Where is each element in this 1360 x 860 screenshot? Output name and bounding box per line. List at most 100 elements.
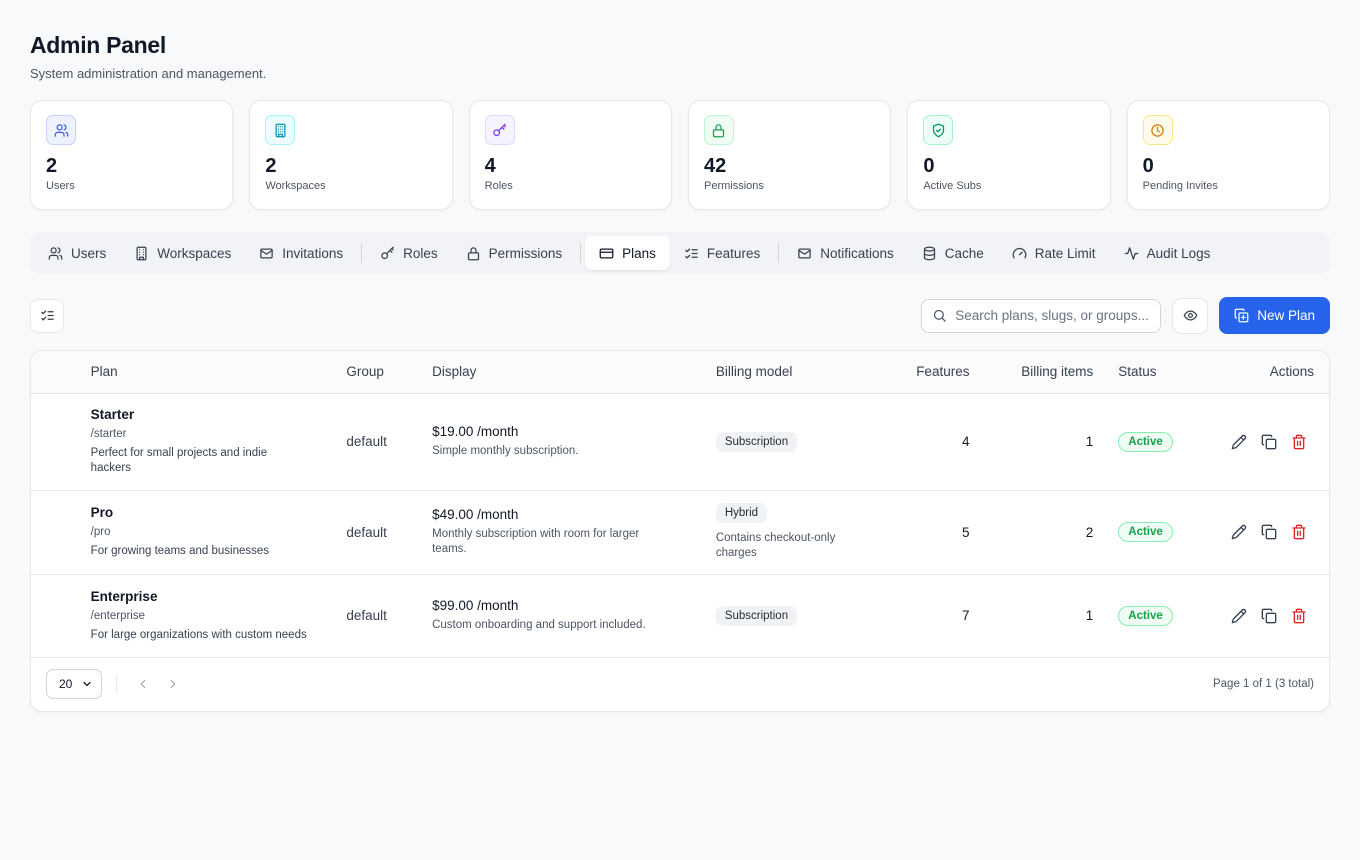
plan-price: $49.00 /month [432,507,519,522]
plan-name[interactable]: Enterprise [90,588,158,604]
tab-features[interactable]: Features [670,236,774,270]
edit-icon[interactable] [1231,434,1247,450]
display-cell: $19.00 /month Simple monthly subscriptio… [432,393,716,490]
stat-value: 0 [1142,155,1154,177]
tab-label: Workspaces [157,245,232,261]
tab-audit-logs[interactable]: Audit Logs [1110,236,1225,270]
stat-card-users: 2 Users [30,100,234,210]
plan-cell: Starter /starter Perfect for small proje… [91,393,347,490]
table-row[interactable]: Pro /pro For growing teams and businesse… [31,490,1329,574]
status-badge: Active [1118,431,1173,452]
stats-row: 2 Users 2 Workspaces 4 Roles 42 Permissi… [30,100,1330,210]
duplicate-icon[interactable] [1261,608,1277,624]
tab-invitations[interactable]: Invitations [245,236,357,270]
tab-divider [580,243,582,263]
stat-value: 0 [923,155,935,177]
tab-workspaces[interactable]: Workspaces [120,236,245,270]
clock-icon [1142,115,1173,145]
stat-card-workspaces: 2 Workspaces [249,100,453,210]
header-features[interactable]: Features [865,351,986,394]
features-count: 4 [961,434,970,449]
search-input[interactable] [955,308,1151,323]
prev-page-button[interactable] [131,672,155,696]
header-plan[interactable]: Plan [90,351,347,394]
chevron-right-icon [170,679,176,689]
select-cell [31,490,91,574]
stat-label: Users [46,180,75,192]
billing-items-count: 1 [1085,608,1094,623]
header-billing-model[interactable]: Billing model [715,351,866,394]
next-page-button[interactable] [161,672,185,696]
edit-icon[interactable] [1231,608,1247,624]
actions-cell [1207,393,1329,490]
header-select [31,351,91,394]
stat-card-active-subs: 0 Active Subs [907,100,1111,210]
tab-label: Audit Logs [1146,245,1211,261]
stat-label: Roles [484,180,513,192]
stat-card-pending-invites: 0 Pending Invites [1126,100,1330,210]
plan-slug: /pro [90,526,111,538]
gauge-icon [1012,247,1027,258]
mail-icon [798,248,811,258]
users-icon [48,246,63,260]
tab-roles[interactable]: Roles [366,236,452,270]
tab-label: Roles [403,245,438,261]
tab-cache[interactable]: Cache [908,236,998,270]
stat-value: 42 [703,155,727,177]
plans-table-card: Plan Group Display Billing model Feature… [30,350,1330,712]
lock-icon [703,115,734,145]
building-icon [265,115,296,145]
tab-users[interactable]: Users [34,236,120,270]
table-row[interactable]: Enterprise /enterprise For large organiz… [31,574,1329,657]
plan-name[interactable]: Pro [90,505,114,520]
billing-cell: Subscription [715,574,866,657]
tab-plans[interactable]: Plans [585,236,670,270]
billing-model-chip: Subscription [715,605,798,626]
header-billing-items[interactable]: Billing items [985,351,1108,394]
mail-icon [260,248,274,258]
header-display[interactable]: Display [432,351,716,394]
plans-toolbar: New Plan [30,297,1330,334]
shield-check-icon [923,115,954,145]
page-size-select[interactable]: 20 [46,669,102,699]
tab-divider [361,243,363,263]
plans-table: Plan Group Display Billing model Feature… [31,351,1329,658]
copy-plus-icon [1234,308,1249,323]
delete-icon[interactable] [1291,608,1307,624]
duplicate-icon[interactable] [1261,434,1277,450]
header-group[interactable]: Group [346,351,433,394]
bulk-select-button[interactable] [30,298,64,333]
delete-icon[interactable] [1291,434,1307,450]
actions-cell [1207,490,1329,574]
stat-label: Active Subs [923,180,982,192]
plan-name[interactable]: Starter [90,407,135,422]
chevron-down-icon [83,681,91,687]
tab-rate-limit[interactable]: Rate Limit [998,236,1110,270]
plan-cell: Enterprise /enterprise For large organiz… [91,574,347,657]
plan-slug: /enterprise [90,609,146,622]
display-cell: $99.00 /month Custom onboarding and supp… [432,574,716,657]
stat-value: 2 [46,155,58,177]
list-checks-icon [685,248,698,258]
delete-icon[interactable] [1291,524,1307,540]
tab-label: Notifications [820,245,894,261]
toggle-visibility-button[interactable] [1172,297,1209,334]
actions-cell [1207,574,1329,657]
plan-description: For growing teams and businesses [90,545,270,557]
plan-price: $99.00 /month [432,598,519,613]
tab-divider [778,243,780,263]
header-status[interactable]: Status [1107,351,1208,394]
plan-group: default [346,524,387,540]
duplicate-icon[interactable] [1261,524,1277,540]
edit-icon[interactable] [1231,524,1247,540]
tab-notifications[interactable]: Notifications [783,236,908,270]
table-header-row: Plan Group Display Billing model Feature… [31,351,1329,394]
new-plan-button[interactable]: New Plan [1219,297,1330,334]
stat-card-roles: 4 Roles [468,100,672,210]
table-row[interactable]: Starter /starter Perfect for small proje… [31,393,1329,490]
header-actions: Actions [1207,351,1329,394]
select-cell [31,393,91,490]
tab-permissions[interactable]: Permissions [452,236,577,270]
admin-tabs: Users Workspaces Invitations Roles Permi… [30,232,1330,274]
